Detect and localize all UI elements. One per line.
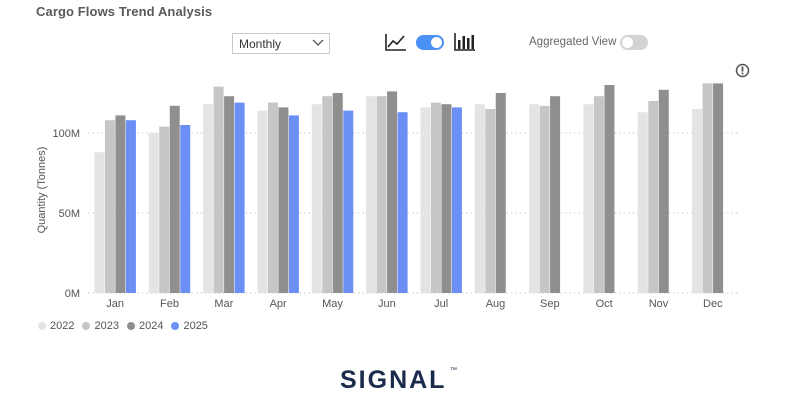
bar-2024-Apr[interactable] (278, 107, 289, 294)
legend-label: 2022 (50, 320, 75, 332)
bar-2024-Feb[interactable] (169, 105, 180, 293)
chevron-down-icon (312, 39, 324, 46)
chart-card: Cargo Flows Trend Analysis Monthly Aggre… (26, 0, 760, 345)
bar-2023-Jul[interactable] (430, 102, 441, 293)
x-tick-label: Feb (160, 298, 179, 310)
svg-text:SIGNAL: SIGNAL (340, 366, 446, 394)
bar-2025-Jan[interactable] (125, 120, 136, 293)
aggregated-view-label: Aggregated View (529, 36, 617, 48)
bar-2024-Oct[interactable] (604, 85, 615, 293)
bars (94, 83, 724, 294)
bar-2023-May[interactable] (322, 96, 333, 293)
bar-2023-Dec[interactable] (702, 83, 713, 294)
bar-chart: 0M 50M 100M Jan Feb Mar Apr May Jun Jul Aug Sep Oct… (36, 83, 740, 310)
bar-2025-May[interactable] (343, 110, 354, 293)
bar-2022-Jul[interactable] (420, 107, 431, 294)
line-chart-icon[interactable] (384, 32, 408, 52)
bar-2023-Jun[interactable] (376, 96, 387, 293)
y-axis-title: Quantity (Tonnes) (36, 147, 48, 234)
bar-2022-Dec[interactable] (692, 109, 703, 293)
legend-item-2023[interactable]: 2023 (82, 320, 119, 332)
x-tick-label: Oct (596, 298, 613, 310)
bar-2023-Aug[interactable] (485, 109, 496, 293)
bar-2022-Aug[interactable] (474, 104, 485, 293)
bar-2023-Sep[interactable] (539, 105, 550, 293)
bar-2024-Jan[interactable] (115, 115, 126, 294)
bar-2023-Oct[interactable] (593, 96, 604, 293)
legend-label: 2023 (94, 320, 119, 332)
bar-2025-Jul[interactable] (451, 107, 462, 294)
legend-swatch (171, 322, 180, 330)
bar-2025-Jun[interactable] (397, 112, 408, 293)
bar-2024-Dec[interactable] (713, 83, 724, 294)
legend-swatch (126, 322, 135, 330)
y-axis-labels: 0M 50M 100M (52, 128, 80, 300)
period-dropdown-value: Monthly (239, 37, 282, 51)
bar-2022-Feb[interactable] (148, 133, 159, 293)
x-tick-label: Mar (214, 298, 233, 310)
bar-2025-Feb[interactable] (180, 125, 191, 293)
bar-2022-Sep[interactable] (529, 104, 540, 293)
bar-2022-Mar[interactable] (203, 104, 214, 293)
bar-2024-Aug[interactable] (495, 93, 506, 293)
svg-text:™: ™ (450, 367, 457, 374)
bar-2023-Feb[interactable] (159, 126, 170, 293)
bar-2025-Mar[interactable] (234, 102, 245, 293)
y-tick-label: 100M (52, 128, 80, 140)
legend-item-2024[interactable]: 2024 (126, 320, 164, 332)
x-tick-label: May (322, 298, 343, 310)
bar-2022-May[interactable] (311, 104, 322, 293)
bar-2025-Apr[interactable] (288, 115, 299, 294)
bar-2023-Nov[interactable] (648, 101, 659, 293)
x-tick-label: Apr (270, 298, 287, 310)
gridlines (88, 132, 740, 294)
bar-2024-Nov[interactable] (658, 89, 669, 293)
legend-label: 2024 (138, 320, 164, 332)
bar-2023-Apr[interactable] (267, 102, 278, 293)
y-tick-label: 50M (59, 208, 80, 220)
brand-logo: SIGNAL ™ (340, 366, 457, 394)
chart-legend: 2022 2023 2024 2025 (38, 320, 208, 332)
bar-2022-Jan[interactable] (94, 152, 105, 293)
x-tick-label: Aug (486, 298, 506, 310)
bar-2022-Jun[interactable] (366, 96, 377, 293)
toggle-knob (431, 37, 442, 48)
bar-2023-Jan[interactable] (104, 120, 115, 293)
bar-2022-Oct[interactable] (583, 104, 594, 293)
bar-2024-Sep[interactable] (550, 96, 561, 293)
toggle-knob (622, 37, 633, 48)
bar-chart-icon[interactable] (454, 32, 476, 52)
legend-swatch (82, 322, 91, 330)
period-dropdown[interactable]: Monthly (232, 33, 330, 54)
bar-2024-Jun[interactable] (387, 91, 398, 294)
x-axis-labels: Jan Feb Mar Apr May Jun Jul Aug Sep Oct Nov Dec (106, 298, 723, 310)
legend-label: 2025 (183, 320, 208, 332)
bar-2024-May[interactable] (332, 93, 343, 293)
x-tick-label: Jan (106, 298, 124, 310)
chart-type-toggle[interactable] (416, 35, 444, 50)
legend-swatch (38, 322, 46, 330)
legend-item-2022[interactable]: 2022 (38, 320, 74, 332)
bar-2022-Apr[interactable] (257, 110, 268, 293)
bar-2022-Nov[interactable] (637, 112, 648, 293)
x-tick-label: Nov (649, 298, 669, 310)
x-tick-label: Jul (434, 298, 448, 310)
bar-2024-Mar[interactable] (224, 96, 235, 293)
x-tick-label: Jun (378, 298, 396, 310)
y-tick-label: 0M (65, 288, 80, 300)
x-tick-label: Dec (703, 298, 723, 310)
aggregated-view-toggle[interactable] (620, 35, 648, 50)
chart-title: Cargo Flows Trend Analysis (36, 4, 213, 19)
info-icon[interactable] (735, 63, 750, 78)
x-tick-label: Sep (540, 298, 560, 310)
bar-2023-Mar[interactable] (213, 86, 224, 293)
legend-item-2025[interactable]: 2025 (171, 320, 208, 332)
bar-2024-Jul[interactable] (441, 104, 452, 293)
